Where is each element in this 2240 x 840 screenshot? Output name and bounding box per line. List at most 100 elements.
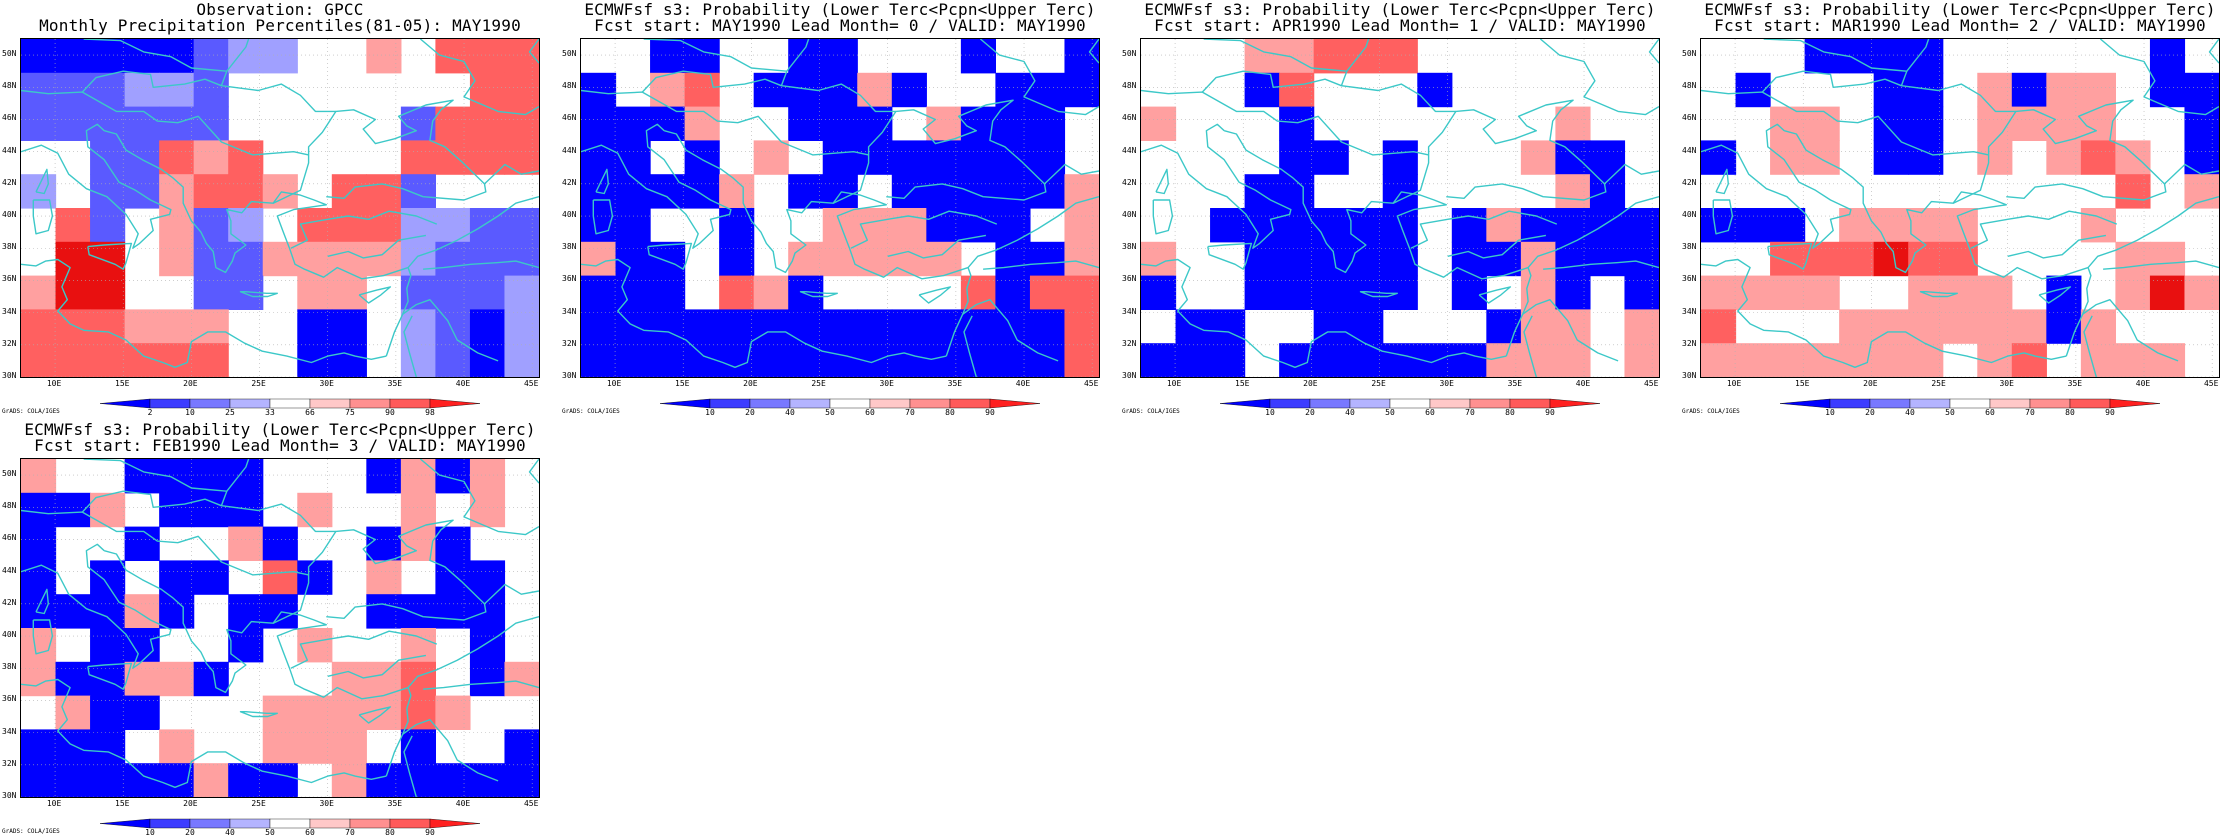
grid-cell — [753, 309, 789, 344]
grid-cell — [2184, 106, 2219, 141]
grid-cell — [55, 695, 91, 730]
grid-cell — [2046, 106, 2082, 141]
grid-cell — [615, 343, 651, 377]
grid-cell — [262, 526, 298, 561]
coastline — [979, 39, 1099, 116]
coastline — [1088, 39, 1099, 64]
lat-label: 36N — [1122, 274, 1137, 284]
lat-label: 40N — [2, 210, 17, 220]
grid-cell — [1770, 106, 1806, 141]
grid-cell — [331, 174, 367, 209]
grid-cell — [822, 343, 858, 377]
grid-cell — [435, 241, 471, 277]
graticule — [1701, 39, 2219, 377]
coastline — [2082, 299, 2179, 362]
coastline — [1715, 168, 1729, 195]
shaded-cells — [21, 39, 539, 377]
coastline — [887, 234, 987, 259]
colorbar-label: 70 — [1465, 408, 1475, 417]
grid-cell — [684, 106, 720, 141]
grid-cell — [1451, 241, 1487, 277]
lat-label: 48N — [1122, 81, 1137, 91]
lat-label: 46N — [562, 113, 577, 123]
grid-cell — [1624, 208, 1659, 243]
colorbar-label: 80 — [945, 408, 955, 417]
lat-label: 48N — [2, 501, 17, 511]
grid-cell — [857, 72, 893, 108]
grid-cell — [297, 729, 333, 764]
grid-cell — [822, 309, 858, 344]
colorbar-label: 60 — [865, 408, 875, 417]
lat-label: 30N — [1122, 371, 1137, 380]
grid-cell — [366, 594, 402, 629]
grid-cell — [995, 343, 1031, 377]
coastline — [2164, 163, 2219, 185]
grid-cell — [1313, 275, 1349, 310]
lon-label: 30E — [319, 379, 334, 388]
grid-cell — [400, 459, 436, 494]
grid-cell — [159, 729, 195, 764]
grid-cell — [21, 72, 57, 108]
lat-label: 36N — [2, 274, 17, 284]
coastline — [1701, 123, 1852, 249]
grid-cell — [788, 309, 824, 344]
lat-label: 38N — [1682, 242, 1697, 252]
colorbar-segment — [1549, 398, 1601, 409]
grid-cell — [1624, 343, 1659, 377]
grid-cell — [400, 661, 436, 697]
grid-cell — [1064, 309, 1099, 344]
colorbar-segment — [1949, 398, 1991, 409]
grid-cell — [90, 695, 126, 730]
grid-cell — [615, 241, 651, 277]
colorbar-segment — [989, 398, 1041, 409]
grid-cell — [159, 72, 195, 108]
grid-cell — [2046, 72, 2082, 108]
coastline — [2087, 196, 2219, 269]
grid-cell — [650, 275, 686, 310]
colorbar-label: 60 — [1425, 408, 1435, 417]
grid-cell — [1064, 275, 1099, 310]
grid-cell — [1520, 140, 1556, 175]
grid-cell — [435, 594, 471, 629]
coastline — [1152, 199, 1174, 235]
coastline — [595, 168, 609, 195]
grid-cell — [400, 763, 436, 797]
coastline — [1604, 163, 1659, 185]
grid-cell — [435, 459, 471, 494]
lat-label: 50N — [2, 469, 17, 479]
grid-cell — [891, 72, 927, 108]
coastline — [1900, 70, 2016, 113]
lat-label: 44N — [2, 145, 17, 155]
panel-title-line2: Monthly Precipitation Percentiles(81-05)… — [39, 16, 521, 35]
panel-title-line2: Fcst start: MAY1990 Lead Month= 0 / VALI… — [594, 16, 1086, 35]
grid-cell — [1873, 343, 1909, 377]
lon-label: 35E — [387, 799, 403, 808]
colorbar-segment — [2109, 398, 2161, 409]
lat-label: 40N — [1122, 210, 1137, 220]
lat-label: 42N — [1122, 177, 1137, 187]
grid-cell — [435, 763, 471, 797]
grid-cell — [504, 106, 539, 141]
grid-cell — [1977, 106, 2013, 141]
grid-cell — [719, 174, 755, 209]
coastline — [1201, 70, 1342, 93]
coastline — [402, 719, 499, 782]
coastlines — [1141, 39, 1659, 377]
lon-label: 25E — [811, 379, 826, 388]
grid-cell — [650, 174, 686, 209]
coastline — [799, 291, 838, 298]
grid-cell — [159, 763, 195, 797]
colorbar-segment — [1989, 398, 2031, 409]
lat-label: 32N — [562, 338, 577, 348]
lon-label: 15E — [675, 379, 690, 388]
colorbar-segment — [429, 398, 481, 409]
grid-cell — [857, 241, 893, 277]
lon-label: 30E — [1439, 379, 1454, 388]
grid-cell — [1382, 343, 1418, 377]
grid-cell — [1977, 140, 2013, 175]
grid-cell — [995, 275, 1031, 310]
grid-cell — [1977, 72, 2013, 108]
grid-cell — [1555, 140, 1591, 175]
colorbar-label: 80 — [1505, 408, 1515, 417]
lon-label: 30E — [319, 799, 334, 808]
